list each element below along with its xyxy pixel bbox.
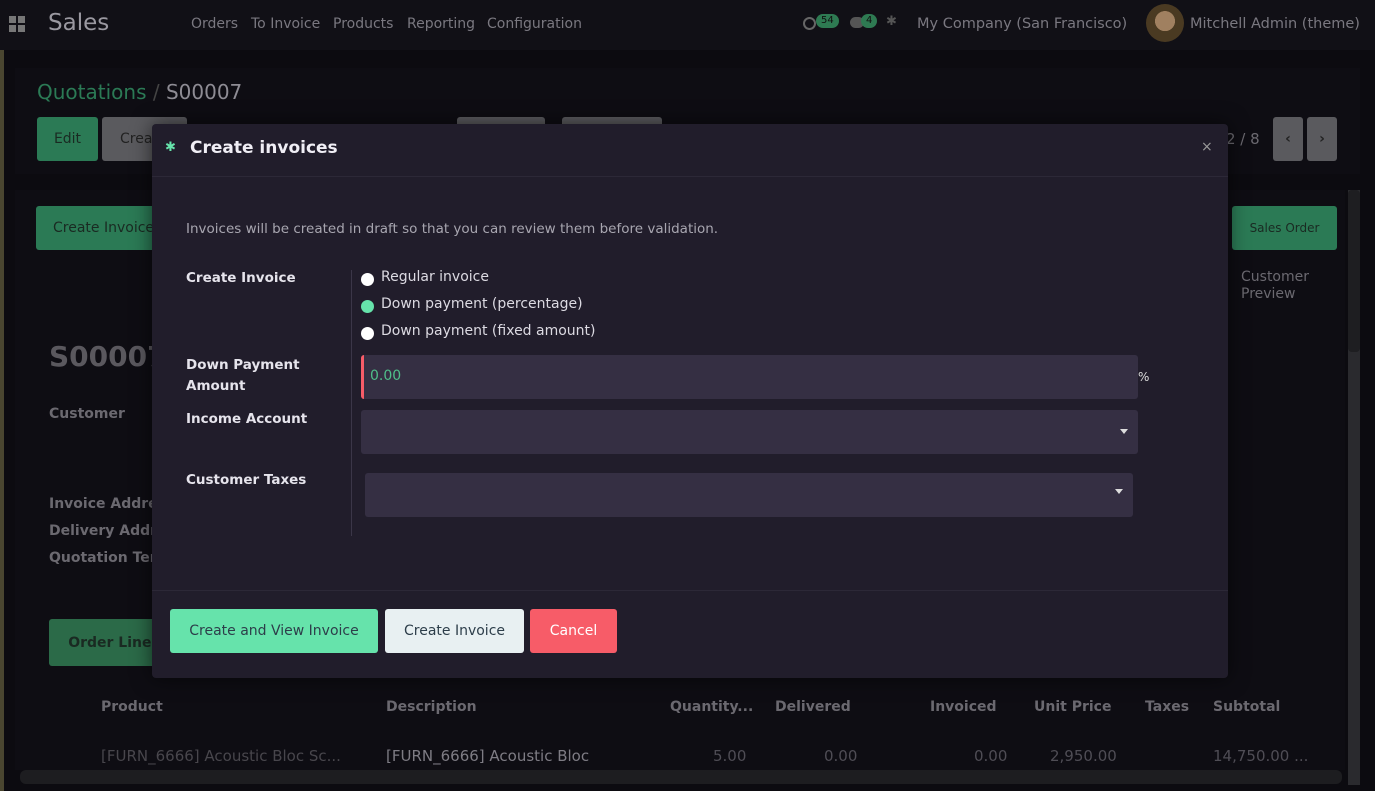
cell-subtotal: 14,750.00 ...	[1213, 747, 1309, 765]
cell-quantity: 5.00	[713, 747, 747, 765]
col-delivered[interactable]: Delivered	[775, 699, 851, 715]
radio-regular-invoice-label[interactable]: Regular invoice	[381, 269, 489, 285]
customer-taxes-label: Customer Taxes	[186, 472, 307, 488]
activity-badge: 54	[816, 14, 839, 28]
pager-value[interactable]: 2 / 8	[1226, 130, 1260, 148]
radio-down-payment-percentage[interactable]	[361, 300, 374, 313]
create-invoice-label: Create Invoice	[186, 270, 296, 286]
down-payment-label: Down Payment Amount	[186, 357, 300, 394]
radio-regular-invoice[interactable]	[361, 273, 374, 286]
col-subtotal[interactable]: Subtotal	[1213, 699, 1281, 715]
create-invoice-button[interactable]: Create Invoice	[385, 609, 524, 653]
delivery-address-label: Delivery Address	[49, 523, 184, 539]
create-invoices-dialog: ✱ Create invoices × Invoices will be cre…	[152, 124, 1228, 678]
window-edge	[0, 0, 4, 791]
statusbar-create-invoice-button[interactable]: Create Invoice	[36, 206, 166, 250]
menu-reporting[interactable]: Reporting	[407, 16, 476, 32]
print-button[interactable]	[457, 117, 545, 127]
activity-clock-icon[interactable]	[803, 17, 816, 30]
income-account-select[interactable]	[361, 410, 1138, 454]
close-icon[interactable]: ×	[1201, 139, 1213, 155]
label-divider	[351, 270, 352, 536]
debug-bug-icon: ✱	[165, 140, 176, 155]
cell-delivered: 0.00	[824, 747, 858, 765]
customer-label: Customer	[49, 406, 125, 422]
income-account-label: Income Account	[186, 411, 308, 427]
cancel-button[interactable]: Cancel	[530, 609, 617, 653]
breadcrumb-quotations[interactable]: Quotations	[37, 80, 147, 104]
breadcrumb: Quotations / S00007	[37, 80, 242, 104]
pager-previous-button[interactable]: ‹	[1273, 117, 1303, 161]
col-product[interactable]: Product	[101, 699, 163, 715]
dialog-title: Create invoices	[190, 138, 338, 158]
debug-bug-icon[interactable]: ✱	[886, 14, 897, 29]
create-and-view-invoice-button[interactable]: Create and View Invoice	[170, 609, 378, 653]
menu-to-invoice[interactable]: To Invoice	[251, 16, 321, 32]
cell-description: [FURN_6666] Acoustic Bloc	[386, 747, 590, 765]
breadcrumb-current: S00007	[165, 80, 243, 104]
action-button[interactable]	[562, 117, 662, 127]
cell-unit-price: 2,950.00	[1050, 747, 1117, 765]
stage-sales-order[interactable]: Sales Order	[1232, 206, 1337, 250]
dialog-header: ✱ Create invoices ×	[152, 124, 1228, 177]
down-payment-amount-input[interactable]: 0.00	[361, 355, 1138, 399]
radio-down-payment-percentage-label[interactable]: Down payment (percentage)	[381, 296, 583, 312]
customer-preview-button[interactable]: Customer Preview	[1241, 269, 1310, 302]
cell-product: [FURN_6666] Acoustic Bloc Sc...	[101, 747, 341, 765]
radio-down-payment-fixed-label[interactable]: Down payment (fixed amount)	[381, 323, 596, 339]
radio-down-payment-fixed[interactable]	[361, 327, 374, 340]
messages-badge: 4	[861, 14, 878, 28]
col-invoiced[interactable]: Invoiced	[930, 699, 997, 715]
user-avatar[interactable]	[1146, 4, 1184, 42]
col-quantity[interactable]: Quantity...	[670, 699, 754, 715]
menu-orders[interactable]: Orders	[191, 16, 239, 32]
percent-unit: %	[1138, 370, 1150, 384]
caret-down-icon	[1115, 489, 1123, 498]
top-navbar: Sales Orders To Invoice Products Reporti…	[0, 0, 1375, 50]
edit-button[interactable]: Edit	[37, 117, 98, 161]
caret-down-icon	[1120, 429, 1128, 438]
apps-menu-icon[interactable]	[9, 16, 25, 32]
messages-icon[interactable]	[850, 17, 864, 28]
pager-next-button[interactable]: ›	[1307, 117, 1337, 161]
horizontal-scrollbar[interactable]	[20, 770, 1342, 784]
vertical-scrollbar[interactable]	[1348, 190, 1360, 785]
col-unit-price[interactable]: Unit Price	[1034, 699, 1112, 715]
breadcrumb-separator: /	[152, 80, 160, 104]
down-payment-amount-value: 0.00	[370, 368, 402, 384]
app-title: Sales	[48, 10, 110, 36]
invoice-address-label: Invoice Address	[49, 496, 175, 512]
col-description[interactable]: Description	[386, 699, 477, 715]
dialog-info-text: Invoices will be created in draft so tha…	[186, 221, 719, 237]
dialog-footer-divider	[152, 590, 1228, 591]
col-taxes[interactable]: Taxes	[1145, 699, 1190, 715]
user-menu[interactable]: Mitchell Admin (theme)	[1190, 16, 1360, 32]
cell-invoiced: 0.00	[974, 747, 1008, 765]
customer-taxes-select[interactable]	[365, 473, 1133, 517]
menu-configuration[interactable]: Configuration	[487, 16, 582, 32]
menu-products[interactable]: Products	[333, 16, 394, 32]
order-name: S00007	[49, 340, 167, 373]
company-switcher[interactable]: My Company (San Francisco)	[917, 16, 1128, 32]
